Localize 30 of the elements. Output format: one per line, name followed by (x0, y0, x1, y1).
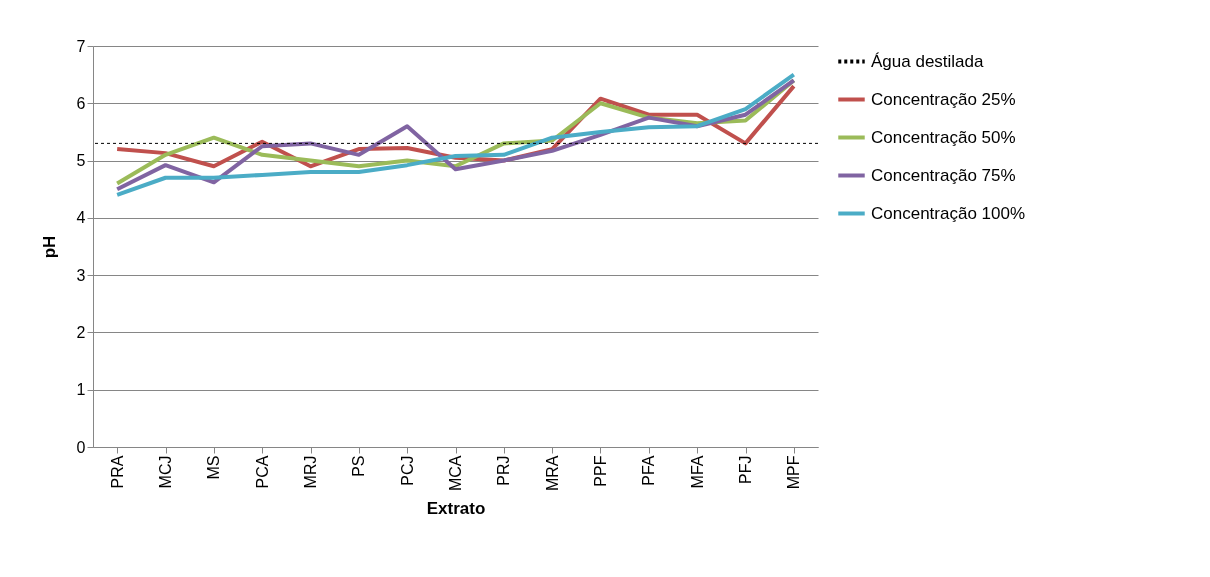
x-tick-label: PFJ (737, 455, 754, 484)
x-tick-label: MRJ (302, 455, 319, 489)
x-tick-label: PPF (592, 455, 609, 487)
y-tick-label: 1 (76, 381, 86, 399)
y-tick-label: 0 (76, 438, 86, 456)
x-tick-label: PFA (640, 455, 658, 486)
x-tick-label: MS (205, 455, 223, 480)
legend-label: Concentração 50% (871, 127, 1016, 147)
x-tick-label: MCJ (157, 455, 174, 489)
x-tick-label: MCA (447, 455, 464, 492)
legend-label: Água destilada (871, 51, 985, 71)
x-tick-label: PCA (253, 455, 271, 489)
x-tick-label: PRA (108, 455, 126, 489)
x-tick-label: PCJ (398, 455, 416, 486)
legend-label: Concentração 100% (871, 203, 1026, 223)
y-tick-label: 5 (76, 152, 86, 170)
legend-label: Concentração 25% (871, 89, 1016, 109)
y-tick-label: 4 (76, 209, 86, 227)
x-axis-title: Extrato (426, 499, 486, 519)
x-tick-label: PS (350, 455, 368, 477)
x-tick-label: MFA (688, 455, 706, 489)
legend-label: Concentração 75% (871, 165, 1016, 185)
x-tick-label: MRA (543, 455, 561, 492)
y-tick-label: 3 (76, 266, 86, 284)
x-tick-label: PRJ (495, 455, 513, 486)
y-tick-label: 7 (76, 37, 86, 55)
y-tick-label: 2 (76, 323, 86, 341)
y-tick-label: 6 (76, 94, 86, 112)
y-axis-title: pH (39, 235, 59, 259)
x-tick-label: MPF (785, 455, 803, 490)
